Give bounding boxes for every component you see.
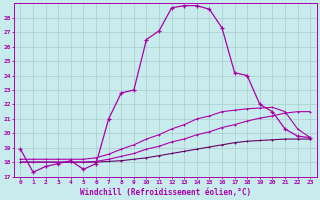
X-axis label: Windchill (Refroidissement éolien,°C): Windchill (Refroidissement éolien,°C) (80, 188, 251, 197)
